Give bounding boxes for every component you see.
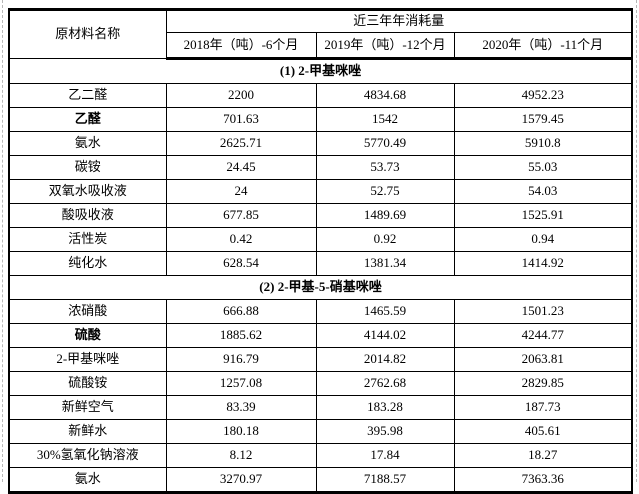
value-cell: 1542 <box>315 107 455 132</box>
value-cell: 2625.71 <box>165 131 317 156</box>
table-row: 纯化水 628.54 1381.34 1414.92 <box>8 251 633 276</box>
page-gridline-left <box>2 0 3 482</box>
material-name-cell: 硫酸 <box>8 323 167 348</box>
value-cell: 395.98 <box>315 419 455 444</box>
material-name-cell: 2-甲基咪唑 <box>8 347 167 372</box>
table-row: 30%氢氧化钠溶液 8.12 17.84 18.27 <box>8 443 633 468</box>
value-cell: 916.79 <box>165 347 317 372</box>
table-row: 活性炭 0.42 0.92 0.94 <box>8 227 633 252</box>
value-cell: 1257.08 <box>165 371 317 396</box>
value-cell: 0.42 <box>165 227 317 252</box>
page-gridline-right <box>636 0 637 482</box>
material-name-cell: 浓硝酸 <box>8 299 167 324</box>
table-row: 氨水 2625.71 5770.49 5910.8 <box>8 131 633 156</box>
value-cell: 5770.49 <box>315 131 455 156</box>
material-name-cell: 酸吸收液 <box>8 203 167 228</box>
value-cell: 180.18 <box>165 419 317 444</box>
value-cell: 1465.59 <box>315 299 455 324</box>
section-header-row: (2) 2-甲基-5-硝基咪唑 <box>8 275 633 300</box>
material-name-cell: 30%氢氧化钠溶液 <box>8 443 167 468</box>
value-cell: 187.73 <box>453 395 633 420</box>
value-cell: 1885.62 <box>165 323 317 348</box>
value-cell: 2063.81 <box>453 347 633 372</box>
material-name-cell: 新鲜空气 <box>8 395 167 420</box>
material-name-cell: 新鲜水 <box>8 419 167 444</box>
table-row: 2-甲基咪唑 916.79 2014.82 2063.81 <box>8 347 633 372</box>
value-cell: 183.28 <box>315 395 455 420</box>
value-cell: 2829.85 <box>453 371 633 396</box>
value-cell: 405.61 <box>453 419 633 444</box>
material-name-cell: 双氧水吸收液 <box>8 179 167 204</box>
value-cell: 1381.34 <box>315 251 455 276</box>
value-cell: 7188.57 <box>315 467 455 493</box>
header-material-name: 原材料名称 <box>8 9 167 59</box>
header-year-2019: 2019年（吨）-12个月 <box>315 32 455 60</box>
material-name-cell: 纯化水 <box>8 251 167 276</box>
table-row: 新鲜空气 83.39 183.28 187.73 <box>8 395 633 420</box>
section-title: (2) 2-甲基-5-硝基咪唑 <box>8 275 633 300</box>
value-cell: 8.12 <box>165 443 317 468</box>
value-cell: 7363.36 <box>453 467 633 493</box>
value-cell: 4144.02 <box>315 323 455 348</box>
value-cell: 2014.82 <box>315 347 455 372</box>
table-row: 乙二醛 2200 4834.68 4952.23 <box>8 83 633 108</box>
materials-consumption-table: 原材料名称 近三年年消耗量 2018年（吨）-6个月 2019年（吨）-12个月… <box>8 8 633 494</box>
material-name-cell: 硫酸铵 <box>8 371 167 396</box>
value-cell: 677.85 <box>165 203 317 228</box>
value-cell: 1525.91 <box>453 203 633 228</box>
material-name-cell: 乙二醛 <box>8 83 167 108</box>
value-cell: 1414.92 <box>453 251 633 276</box>
value-cell: 55.03 <box>453 155 633 180</box>
material-name-cell: 碳铵 <box>8 155 167 180</box>
table-row: 氨水 3270.97 7188.57 7363.36 <box>8 467 633 493</box>
material-name-cell: 乙醛 <box>8 107 167 132</box>
section-title: (1) 2-甲基咪唑 <box>8 58 633 84</box>
value-cell: 2200 <box>165 83 317 108</box>
header-year-2018: 2018年（吨）-6个月 <box>165 32 317 60</box>
value-cell: 701.63 <box>165 107 317 132</box>
material-name-cell: 活性炭 <box>8 227 167 252</box>
table-row: 双氧水吸收液 24 52.75 54.03 <box>8 179 633 204</box>
value-cell: 666.88 <box>165 299 317 324</box>
value-cell: 4834.68 <box>315 83 455 108</box>
table-row: 硫酸铵 1257.08 2762.68 2829.85 <box>8 371 633 396</box>
header-row-years: 2018年（吨）-6个月 2019年（吨）-12个月 2020年（吨）-11个月 <box>9 32 633 60</box>
value-cell: 18.27 <box>453 443 633 468</box>
table-body: (1) 2-甲基咪唑 乙二醛 2200 4834.68 4952.23 乙醛 701.63 1… <box>8 58 633 493</box>
value-cell: 52.75 <box>315 179 455 204</box>
value-cell: 628.54 <box>165 251 317 276</box>
section-header-row: (1) 2-甲基咪唑 <box>8 58 633 84</box>
value-cell: 3270.97 <box>165 467 317 493</box>
value-cell: 24 <box>165 179 317 204</box>
table-row: 乙醛 701.63 1542 1579.45 <box>8 107 633 132</box>
value-cell: 53.73 <box>315 155 455 180</box>
value-cell: 0.94 <box>453 227 633 252</box>
table-row: 碳铵 24.45 53.73 55.03 <box>8 155 633 180</box>
value-cell: 1489.69 <box>315 203 455 228</box>
value-cell: 4952.23 <box>453 83 633 108</box>
value-cell: 4244.77 <box>453 323 633 348</box>
value-cell: 1579.45 <box>453 107 633 132</box>
table-header: 原材料名称 近三年年消耗量 2018年（吨）-6个月 2019年（吨）-12个月… <box>8 9 633 60</box>
header-consumption-title: 近三年年消耗量 <box>165 9 633 33</box>
value-cell: 24.45 <box>165 155 317 180</box>
value-cell: 54.03 <box>453 179 633 204</box>
table-row: 新鲜水 180.18 395.98 405.61 <box>8 419 633 444</box>
value-cell: 17.84 <box>315 443 455 468</box>
value-cell: 0.92 <box>315 227 455 252</box>
value-cell: 83.39 <box>165 395 317 420</box>
table-row: 酸吸收液 677.85 1489.69 1525.91 <box>8 203 633 228</box>
value-cell: 2762.68 <box>315 371 455 396</box>
table-row: 硫酸 1885.62 4144.02 4244.77 <box>8 323 633 348</box>
table-row: 浓硝酸 666.88 1465.59 1501.23 <box>8 299 633 324</box>
value-cell: 1501.23 <box>453 299 633 324</box>
value-cell: 5910.8 <box>453 131 633 156</box>
material-name-cell: 氨水 <box>8 467 167 493</box>
header-row-top: 原材料名称 近三年年消耗量 <box>8 9 633 59</box>
header-year-2020: 2020年（吨）-11个月 <box>453 32 633 60</box>
material-name-cell: 氨水 <box>8 131 167 156</box>
